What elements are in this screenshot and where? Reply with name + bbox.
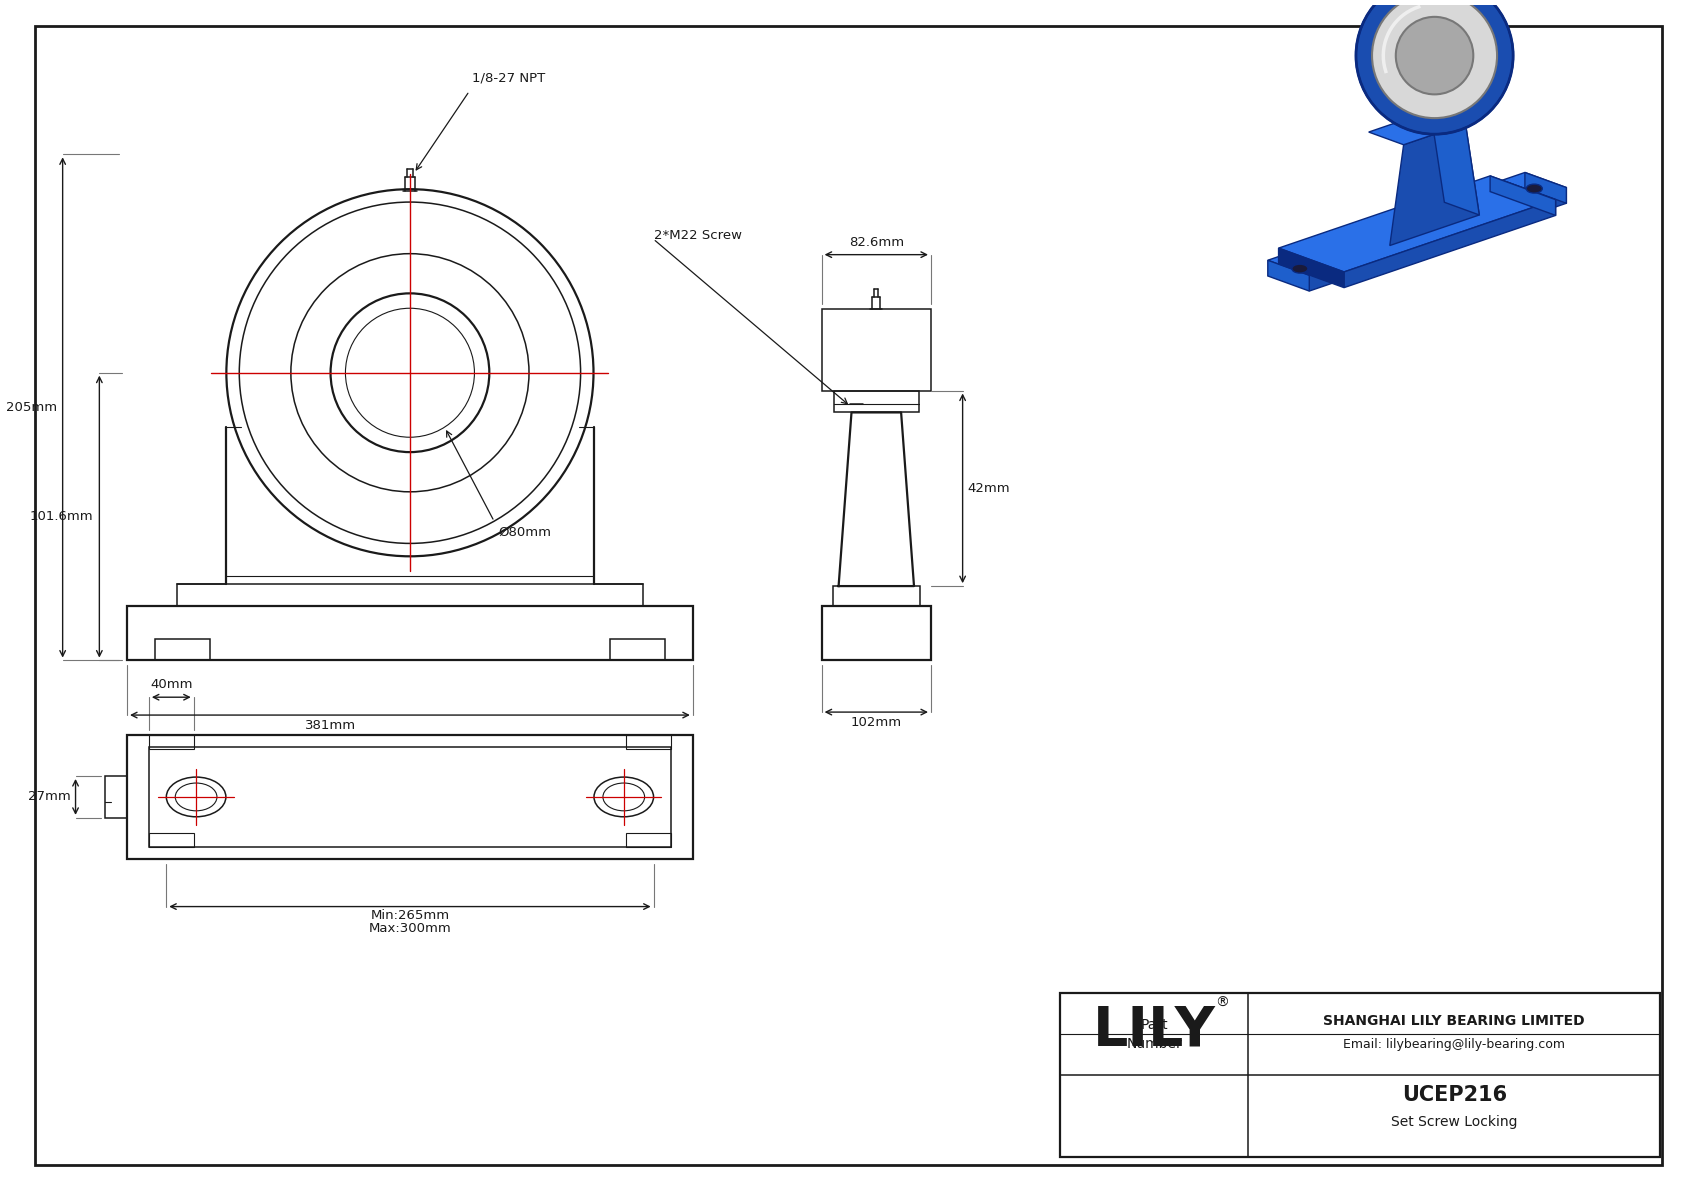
Text: 42mm: 42mm (968, 482, 1010, 494)
Text: Max:300mm: Max:300mm (369, 923, 451, 935)
Circle shape (1372, 0, 1497, 118)
Bar (822, 310, 931, 391)
Polygon shape (1430, 111, 1479, 214)
Bar (832, 586, 919, 606)
Ellipse shape (1292, 264, 1308, 273)
Bar (610, 638, 665, 661)
Polygon shape (1490, 176, 1556, 216)
Polygon shape (1502, 173, 1566, 195)
Text: 40mm: 40mm (150, 678, 192, 691)
Ellipse shape (1526, 185, 1543, 193)
Bar (177, 584, 643, 606)
Polygon shape (1278, 248, 1344, 288)
Text: 27mm: 27mm (29, 791, 71, 804)
Polygon shape (1389, 124, 1479, 245)
Circle shape (1396, 17, 1474, 94)
Text: ®: ® (1214, 996, 1229, 1010)
Bar (148, 735, 194, 749)
Text: Ø80mm: Ø80mm (498, 525, 551, 538)
Text: UCEP216: UCEP216 (1401, 1085, 1507, 1105)
Polygon shape (1369, 111, 1465, 145)
Text: Min:265mm: Min:265mm (370, 909, 450, 922)
Bar (128, 735, 692, 859)
Bar (626, 834, 670, 847)
Text: 101.6mm: 101.6mm (30, 510, 93, 523)
Polygon shape (1268, 261, 1308, 291)
Text: LILY: LILY (1093, 1004, 1216, 1058)
Text: Set Screw Locking: Set Screw Locking (1391, 1115, 1517, 1129)
Bar (626, 735, 670, 749)
Text: Part
Number: Part Number (1127, 1018, 1182, 1052)
Text: Email: lilybearing@lily-bearing.com: Email: lilybearing@lily-bearing.com (1344, 1039, 1566, 1050)
Bar (106, 777, 128, 818)
Polygon shape (1544, 187, 1566, 211)
Polygon shape (1526, 173, 1566, 204)
Text: 82.6mm: 82.6mm (849, 236, 904, 249)
Text: SHANGHAI LILY BEARING LIMITED: SHANGHAI LILY BEARING LIMITED (1324, 1014, 1585, 1028)
Text: 102mm: 102mm (850, 716, 903, 729)
Text: 2*M22 Screw: 2*M22 Screw (653, 230, 743, 242)
Polygon shape (1268, 252, 1332, 275)
Bar (822, 606, 931, 661)
Polygon shape (1308, 268, 1332, 291)
Bar (1059, 993, 1660, 1156)
Bar (148, 834, 194, 847)
Bar (834, 391, 919, 412)
Polygon shape (1406, 0, 1489, 135)
Text: 1/8-27 NPT: 1/8-27 NPT (473, 71, 546, 85)
Bar (128, 606, 692, 661)
Polygon shape (1278, 176, 1556, 272)
Text: 205mm: 205mm (5, 401, 57, 414)
Polygon shape (1344, 200, 1556, 288)
Bar (148, 747, 670, 847)
Text: 381mm: 381mm (305, 719, 357, 732)
Bar (155, 638, 209, 661)
Circle shape (1356, 0, 1514, 135)
